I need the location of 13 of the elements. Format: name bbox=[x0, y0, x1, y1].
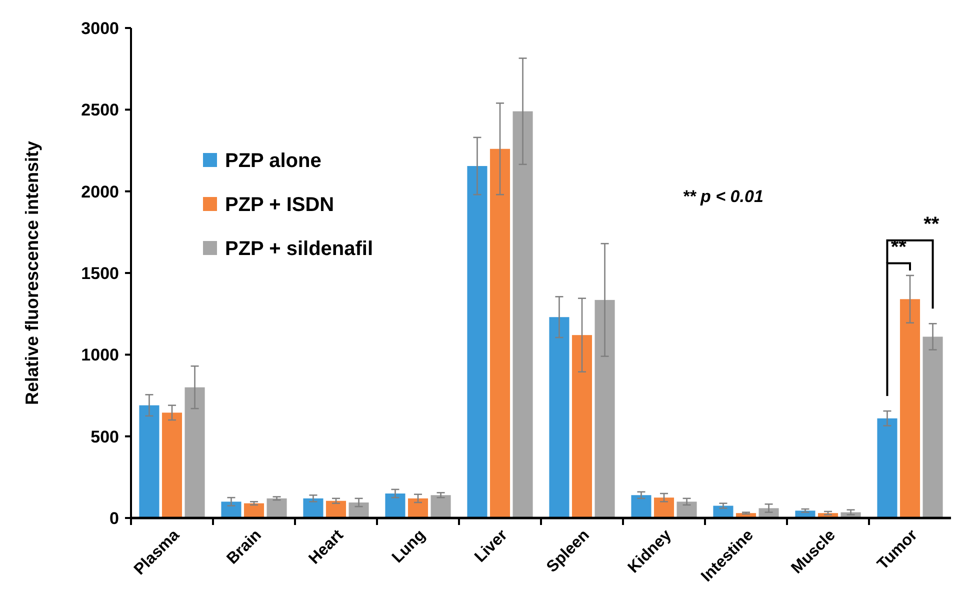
y-tick-label: 1500 bbox=[81, 264, 119, 283]
annotation: ** p < 0.01 bbox=[682, 186, 764, 206]
y-tick-label: 2000 bbox=[81, 182, 119, 202]
y-tick-label: 0 bbox=[110, 508, 119, 528]
legend-label: PZP + ISDN bbox=[225, 194, 334, 216]
y-tick-label: 1000 bbox=[81, 346, 119, 365]
y-tick-label: 2500 bbox=[81, 100, 119, 120]
annotation: ** bbox=[924, 214, 940, 236]
y-tick-label: 500 bbox=[90, 427, 119, 446]
y-tick-label: 3000 bbox=[81, 18, 119, 38]
y-axis-title: Relative fluorescence intensity bbox=[22, 140, 42, 406]
legend-label: PZP alone bbox=[225, 150, 322, 172]
legend-label: PZP + sildenafil bbox=[225, 238, 374, 260]
